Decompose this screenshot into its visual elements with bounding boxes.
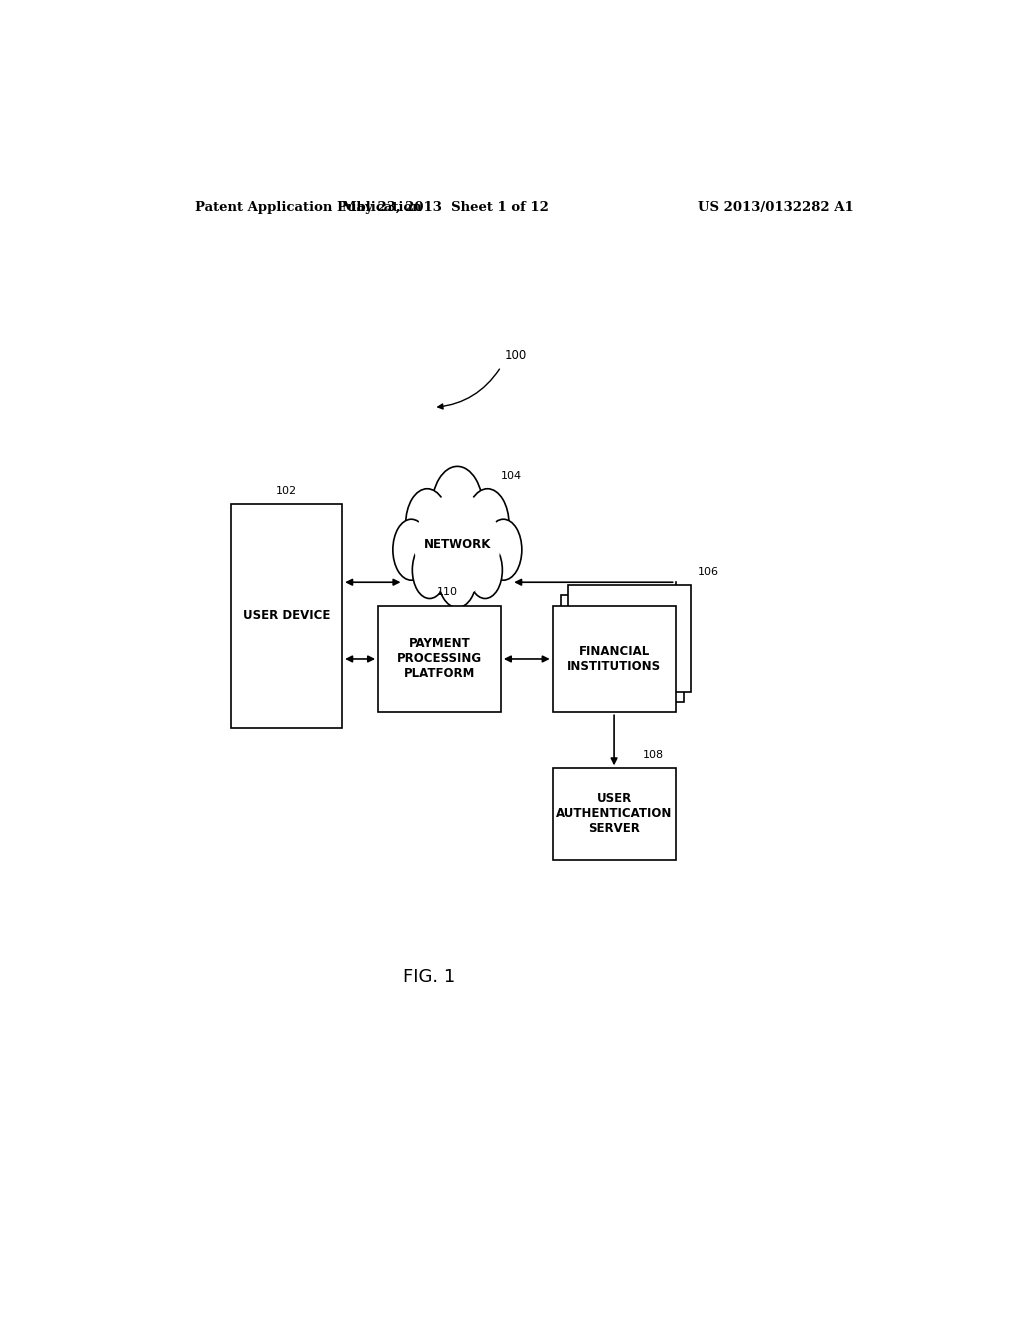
Ellipse shape: [468, 541, 503, 598]
Bar: [553, 768, 676, 859]
Text: NETWORK: NETWORK: [424, 539, 492, 552]
Text: 100: 100: [505, 348, 527, 362]
Ellipse shape: [413, 541, 446, 598]
Ellipse shape: [393, 519, 430, 581]
Bar: [560, 595, 684, 702]
Text: USER
AUTHENTICATION
SERVER: USER AUTHENTICATION SERVER: [556, 792, 673, 836]
Text: May 23, 2013  Sheet 1 of 12: May 23, 2013 Sheet 1 of 12: [342, 201, 549, 214]
Text: USER DEVICE: USER DEVICE: [243, 610, 331, 622]
Ellipse shape: [466, 488, 509, 560]
Bar: [553, 606, 676, 713]
Ellipse shape: [406, 488, 449, 560]
Text: US 2013/0132282 A1: US 2013/0132282 A1: [698, 201, 854, 214]
Text: Patent Application Publication: Patent Application Publication: [196, 201, 422, 214]
Ellipse shape: [415, 494, 501, 595]
Bar: [378, 606, 501, 713]
Text: FIG. 1: FIG. 1: [403, 968, 456, 986]
Text: FINANCIAL
INSTITUTIONS: FINANCIAL INSTITUTIONS: [567, 645, 662, 673]
Bar: [231, 504, 342, 727]
Text: 110: 110: [437, 587, 458, 598]
Bar: [568, 585, 691, 692]
Text: 106: 106: [697, 568, 719, 577]
Text: 108: 108: [643, 750, 665, 760]
Text: 104: 104: [501, 471, 522, 480]
Text: PAYMENT
PROCESSING
PLATFORM: PAYMENT PROCESSING PLATFORM: [397, 638, 482, 681]
Ellipse shape: [485, 519, 522, 581]
Text: 102: 102: [276, 486, 297, 496]
Ellipse shape: [437, 543, 477, 607]
Ellipse shape: [431, 466, 483, 552]
